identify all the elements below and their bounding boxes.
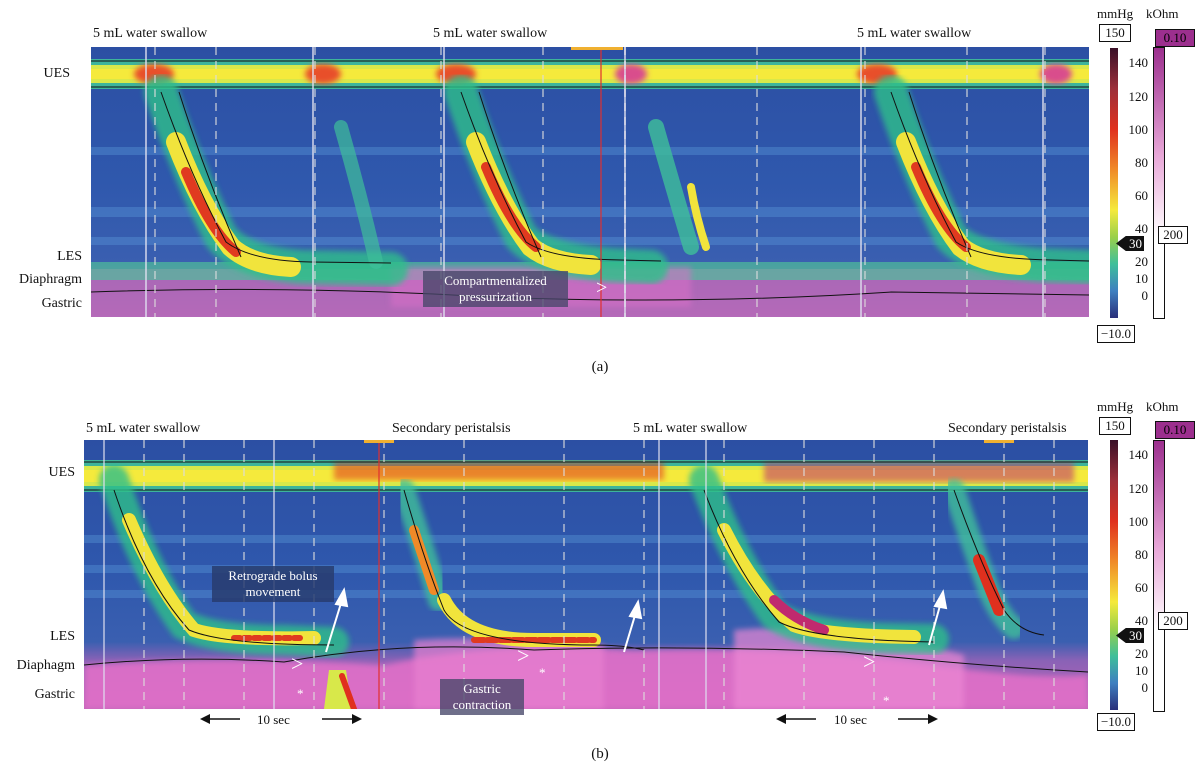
min-box-a: −10.0 (1097, 325, 1135, 343)
y-label-gastric-a: Gastric (41, 296, 82, 311)
impedance-top-box-a: 0.10 (1155, 29, 1195, 47)
tick-140-a: 140 (1128, 55, 1149, 70)
tick-0-b: 0 (1141, 680, 1149, 695)
swallow-label-a1: 5 mL water swallow (93, 26, 208, 41)
caption-b: (b) (591, 746, 609, 762)
y-label-les-a: LES (57, 249, 82, 264)
y-label-les-b: LES (50, 629, 75, 644)
tick-40-b: 40 (1135, 613, 1148, 628)
max-box-a: 150 (1099, 24, 1131, 42)
asterisk-b2: * (539, 665, 546, 680)
y-label-ues-a: UES (43, 66, 70, 81)
impedance-top-box-b: 0.10 (1155, 421, 1195, 439)
isobar-marker-a: 30 (1116, 236, 1144, 251)
impedance-marker-a: 200 (1158, 226, 1188, 244)
asterisk-b1: * (297, 686, 304, 701)
time-scale-arrows-left (200, 714, 362, 724)
arrowhead-b1: > (291, 651, 304, 676)
pressure-colorbar-b (1110, 440, 1118, 710)
impedance-scale-a (1153, 47, 1165, 319)
arrowhead-b2: > (517, 643, 530, 668)
annotation-compartmentalized: Compartmentalized pressurization (423, 271, 568, 307)
tick-120-b: 120 (1128, 481, 1149, 496)
swallow-label-a2: 5 mL water swallow (433, 26, 548, 41)
swallow-label-b2: Secondary peristalsis (392, 421, 511, 436)
y-label-gastric-b: Gastric (34, 687, 75, 702)
tick-80-a: 80 (1135, 155, 1148, 170)
y-label-ues-b: UES (48, 465, 75, 480)
unit-mmhg-a: mmHg (1097, 6, 1134, 21)
unit-kohm-b: kOhm (1146, 399, 1179, 414)
swallow-label-b1: 5 mL water swallow (86, 421, 201, 436)
arrowhead-b3: > (863, 649, 876, 674)
asterisk-b3: * (883, 693, 890, 708)
pressure-topography-b (84, 440, 1088, 709)
tick-60-a: 60 (1135, 188, 1148, 203)
unit-mmhg-b: mmHg (1097, 399, 1134, 414)
tick-20-a: 20 (1135, 254, 1148, 269)
swallow-label-b3: 5 mL water swallow (633, 421, 748, 436)
tick-100-a: 100 (1128, 122, 1149, 137)
time-scale-label-left: 10 sec (257, 712, 290, 727)
annotation-retrograde-bolus: Retrograde bolus movement (212, 566, 334, 602)
y-label-diaphagm-b: Diaphagm (16, 658, 75, 673)
tick-60-b: 60 (1135, 580, 1148, 595)
swallow-label-b4: Secondary peristalsis (948, 421, 1067, 436)
time-scale-label-right: 10 sec (834, 712, 867, 727)
tick-40-a: 40 (1135, 221, 1148, 236)
tick-10-b: 10 (1135, 663, 1148, 678)
arrowhead-a: > (596, 277, 608, 299)
tick-10-a: 10 (1135, 271, 1148, 286)
unit-kohm-a: kOhm (1146, 6, 1179, 21)
impedance-marker-b: 200 (1158, 612, 1188, 630)
tick-20-b: 20 (1135, 646, 1148, 661)
tick-100-b: 100 (1128, 514, 1149, 529)
tick-140-b: 140 (1128, 447, 1149, 462)
tick-0-a: 0 (1141, 288, 1149, 303)
pressure-topography-a (91, 47, 1089, 317)
swallow-label-a3: 5 mL water swallow (857, 26, 972, 41)
time-scale-arrows-right (776, 714, 938, 724)
caption-a: (a) (591, 359, 609, 375)
min-box-b: −10.0 (1097, 713, 1135, 731)
tick-80-b: 80 (1135, 547, 1148, 562)
tick-120-a: 120 (1128, 89, 1149, 104)
isobar-marker-b: 30 (1116, 628, 1144, 643)
impedance-scale-b (1153, 440, 1165, 712)
y-label-diaphragm-a: Diaphragm (19, 272, 82, 287)
pressure-colorbar-a (1110, 48, 1118, 318)
annotation-gastric-contraction: Gastric contraction (440, 679, 524, 715)
max-box-b: 150 (1099, 417, 1131, 435)
